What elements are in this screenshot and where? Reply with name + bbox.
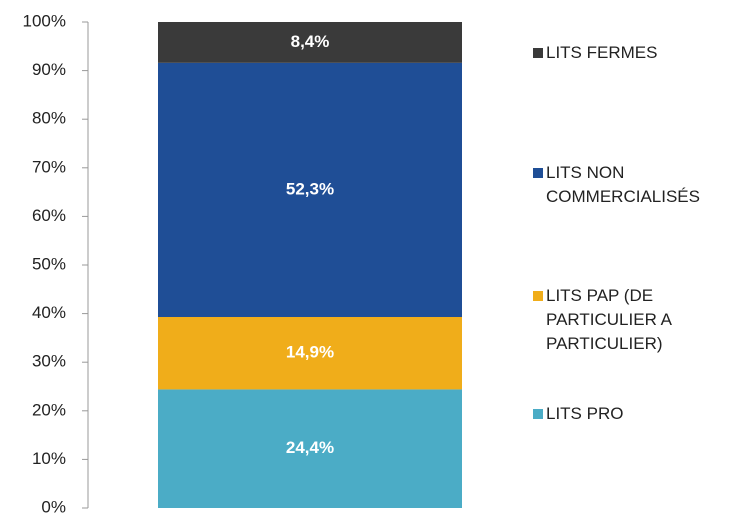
value-label: 24,4%	[286, 438, 334, 457]
legend-item: LITS PRO	[533, 402, 693, 426]
y-tick-label: 60%	[32, 206, 66, 225]
value-label: 8,4%	[291, 32, 330, 51]
legend-swatch	[533, 48, 543, 58]
bar-segment	[158, 62, 462, 318]
legend-label: LITS PRO	[546, 404, 624, 423]
y-tick-label: 40%	[32, 303, 66, 322]
bar-segment	[158, 389, 462, 508]
bar-segment	[158, 317, 462, 390]
y-tick-label: 30%	[32, 352, 66, 371]
y-tick-label: 20%	[32, 400, 66, 419]
y-tick-label: 10%	[32, 449, 66, 468]
legend-label: LITS FERMES	[546, 43, 658, 62]
value-label: 14,9%	[286, 343, 334, 362]
legend-item: LITS NON COMMERCIALISÉS	[533, 161, 700, 209]
legend-item: LITS PAP (DE PARTICULIER A PARTICULIER)	[533, 284, 693, 356]
legend-label: LITS PAP (DE PARTICULIER A PARTICULIER)	[546, 286, 672, 353]
legend-swatch	[533, 168, 543, 178]
legend-swatch	[533, 291, 543, 301]
y-tick-label: 0%	[41, 497, 66, 514]
y-tick-label: 90%	[32, 60, 66, 79]
value-label: 52,3%	[286, 179, 334, 198]
legend-item: LITS FERMES	[533, 41, 693, 65]
legend-label: LITS NON COMMERCIALISÉS	[546, 163, 700, 206]
y-tick-label: 50%	[32, 254, 66, 273]
legend-swatch	[533, 409, 543, 419]
y-tick-label: 70%	[32, 157, 66, 176]
bar-segment	[158, 22, 462, 63]
y-tick-label: 100%	[23, 11, 66, 30]
y-tick-label: 80%	[32, 109, 66, 128]
